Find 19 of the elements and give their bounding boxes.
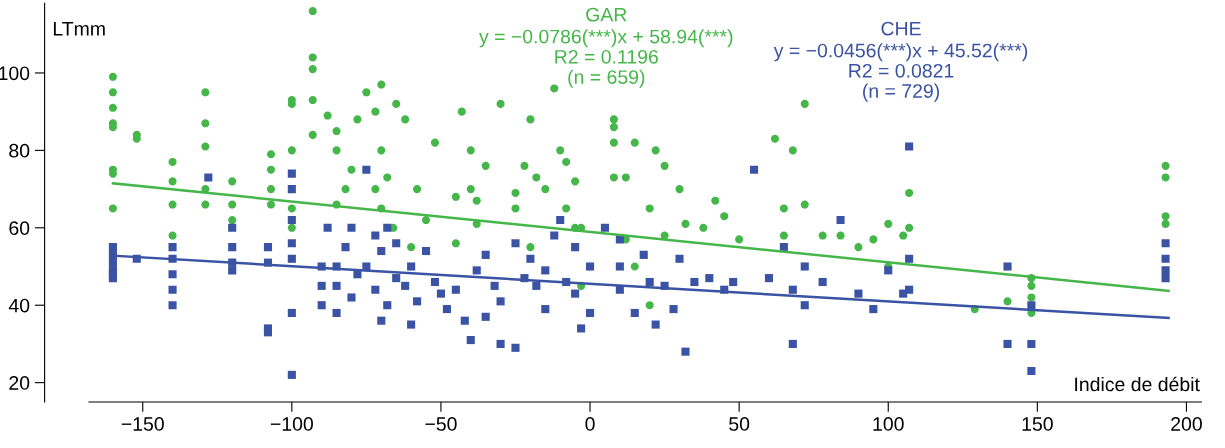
annotation: y = −0.0786(***)x + 58.94(***) R2 = 0.1196 (n = 659) <box>479 29 733 88</box>
y-tick-label: 40 <box>8 298 30 313</box>
y-tick-label: 80 <box>9 143 30 158</box>
x-tick-label: −50 <box>425 417 457 431</box>
x-tick-label: 100 <box>873 417 904 431</box>
x-axis-title: Indice de débit <box>1075 376 1200 392</box>
text: GAR <box>586 7 627 22</box>
x-tick-label: −150 <box>121 417 164 431</box>
text: CHE <box>881 21 921 36</box>
x-tick-label: 50 <box>729 417 750 431</box>
x-tick-label: −100 <box>270 417 313 431</box>
y-tick-label: 100 <box>0 66 30 81</box>
y-axis-title: LTmm <box>53 22 105 36</box>
y-tick-label: 60 <box>9 221 30 236</box>
x-tick-label: 200 <box>1171 417 1202 431</box>
annotation: y = −0.0456(***)x + 45.52(***) R2 = 0.0821 (n = 729) <box>773 43 1028 102</box>
y-tick-label: 20 <box>9 376 30 390</box>
x-tick-label: 0 <box>585 417 595 431</box>
x-tick-label: 150 <box>1022 417 1053 431</box>
